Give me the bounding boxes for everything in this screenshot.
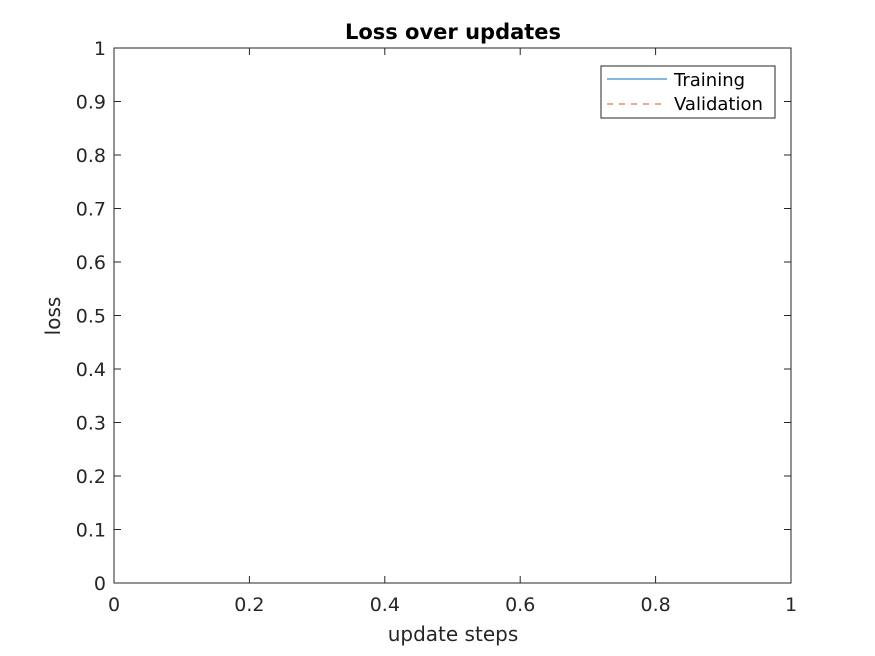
y-tick-label: 0.5	[76, 306, 106, 328]
x-axis-label: update steps	[388, 622, 519, 646]
x-tick-label: 0.2	[234, 594, 264, 616]
y-tick-label: 0.2	[76, 466, 106, 488]
y-tick-label: 0.9	[76, 92, 106, 114]
x-tick-label: 0	[108, 594, 120, 616]
x-tick-label: 0.8	[640, 594, 670, 616]
y-tick-label: 0	[94, 573, 106, 595]
y-tick-label: 0.8	[76, 145, 106, 167]
y-tick-label: 0.7	[76, 199, 106, 221]
x-tick-label: 0.6	[505, 594, 535, 616]
y-axis-label: loss	[41, 297, 65, 336]
x-tick-label: 0.4	[370, 594, 400, 616]
x-tick-label: 1	[785, 594, 797, 616]
legend-box	[600, 65, 776, 119]
y-tick-label: 0.6	[76, 252, 106, 274]
legend-label-training: Training	[673, 70, 745, 91]
y-tick-label: 0.1	[76, 520, 106, 542]
y-tick-label: 1	[94, 38, 106, 60]
y-tick-label: 0.3	[76, 413, 106, 435]
chart-title: Loss over updates	[345, 20, 561, 44]
plot-area	[113, 47, 792, 584]
y-axis-ticks: 0 0.1 0.2 0.3 0.4 0.5 0.6 0.7 0.8 0.9 1	[76, 38, 791, 595]
legend: Training Validation	[600, 65, 776, 119]
x-axis-ticks: 0 0.2 0.4 0.6 0.8 1	[108, 48, 797, 616]
legend-label-validation: Validation	[674, 94, 763, 115]
y-tick-label: 0.4	[76, 359, 106, 381]
